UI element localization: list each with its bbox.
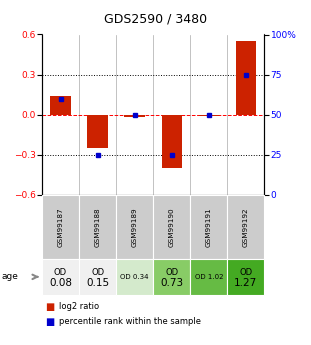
- Bar: [161, 115, 182, 168]
- Text: GSM99188: GSM99188: [95, 207, 100, 247]
- Text: OD 1.02: OD 1.02: [194, 274, 223, 280]
- Text: 0.15: 0.15: [86, 278, 109, 288]
- Text: ■: ■: [45, 317, 54, 327]
- Text: percentile rank within the sample: percentile rank within the sample: [59, 317, 201, 326]
- Text: GSM99187: GSM99187: [58, 207, 63, 247]
- Text: GSM99189: GSM99189: [132, 207, 138, 247]
- Text: 0.08: 0.08: [49, 278, 72, 288]
- Text: age: age: [2, 272, 18, 282]
- Bar: [236, 41, 256, 115]
- Text: GSM99192: GSM99192: [243, 207, 249, 247]
- Text: ■: ■: [45, 302, 54, 312]
- Bar: [124, 115, 145, 117]
- Text: log2 ratio: log2 ratio: [59, 302, 99, 311]
- Bar: [198, 115, 219, 116]
- Text: GDS2590 / 3480: GDS2590 / 3480: [104, 12, 207, 25]
- Bar: [50, 96, 71, 115]
- Bar: [87, 115, 108, 148]
- Text: OD: OD: [54, 268, 67, 277]
- Text: 0.73: 0.73: [160, 278, 183, 288]
- Text: OD: OD: [91, 268, 104, 277]
- Text: 1.27: 1.27: [234, 278, 258, 288]
- Text: GSM99190: GSM99190: [169, 207, 175, 247]
- Text: OD: OD: [165, 268, 178, 277]
- Text: OD: OD: [239, 268, 253, 277]
- Text: GSM99191: GSM99191: [206, 207, 212, 247]
- Text: OD 0.34: OD 0.34: [120, 274, 149, 280]
